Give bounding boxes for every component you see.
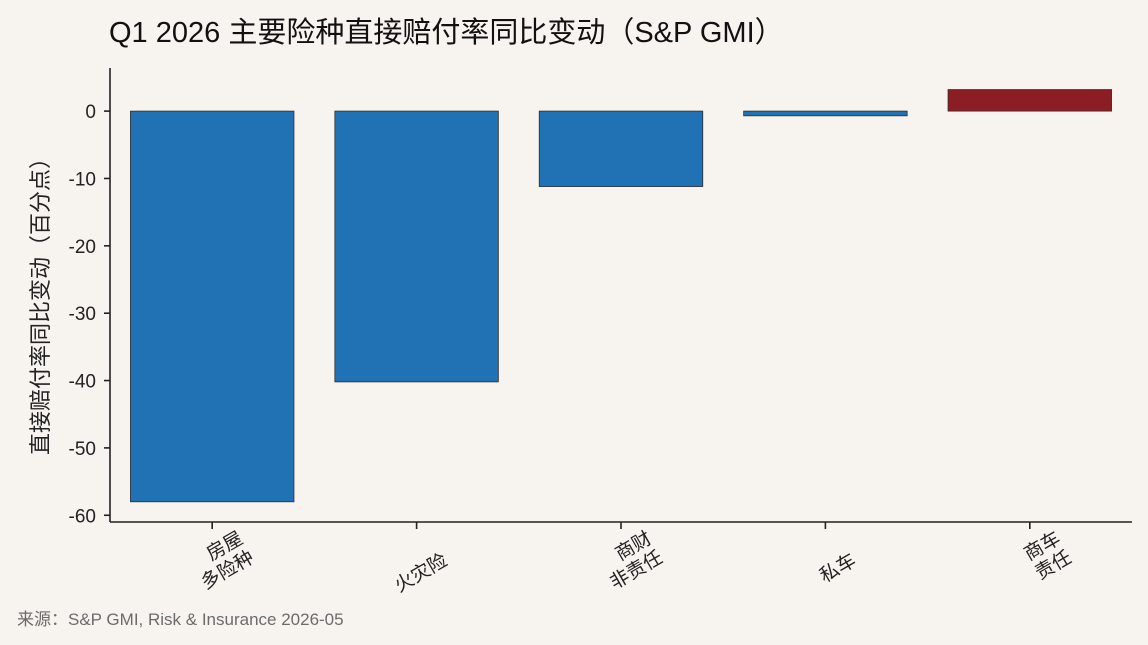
y-tick-label: 0: [85, 102, 96, 123]
x-category-label: 商财非责任: [595, 527, 666, 594]
y-tick-label: -60: [69, 506, 96, 527]
bars-group: [130, 89, 1112, 503]
bar-2: [334, 110, 499, 383]
x-category-label: 火灾险: [391, 549, 451, 597]
y-ticks-group: 0 -10 -20 -30 -40 -50 -60: [69, 102, 110, 527]
y-tick-label: -30: [69, 304, 96, 325]
y-tick-label: -10: [69, 169, 96, 190]
bar-1: [130, 110, 295, 503]
x-ticks-group: 房屋多险种 火灾险 商财非责任 私车 商车责任: [186, 522, 1075, 597]
bar-5: [947, 89, 1112, 112]
source-note: 来源：S&P GMI, Risk & Insurance 2026-05: [17, 610, 344, 629]
y-axis-label: 直接赔付率同比变动（百分点）: [28, 147, 53, 455]
x-category-label: 商车责任: [1020, 527, 1075, 584]
y-tick-label: -20: [69, 237, 96, 258]
x-category-label: 房屋多险种: [186, 527, 257, 594]
x-category-label: 私车: [816, 549, 860, 587]
y-tick-label: -50: [69, 439, 96, 460]
y-tick-label: -40: [69, 372, 96, 393]
bar-3: [538, 110, 704, 187]
bar-4: [743, 110, 908, 117]
chart-title: Q1 2026 主要险种直接赔付率同比变动（S&P GMI）: [109, 16, 784, 49]
